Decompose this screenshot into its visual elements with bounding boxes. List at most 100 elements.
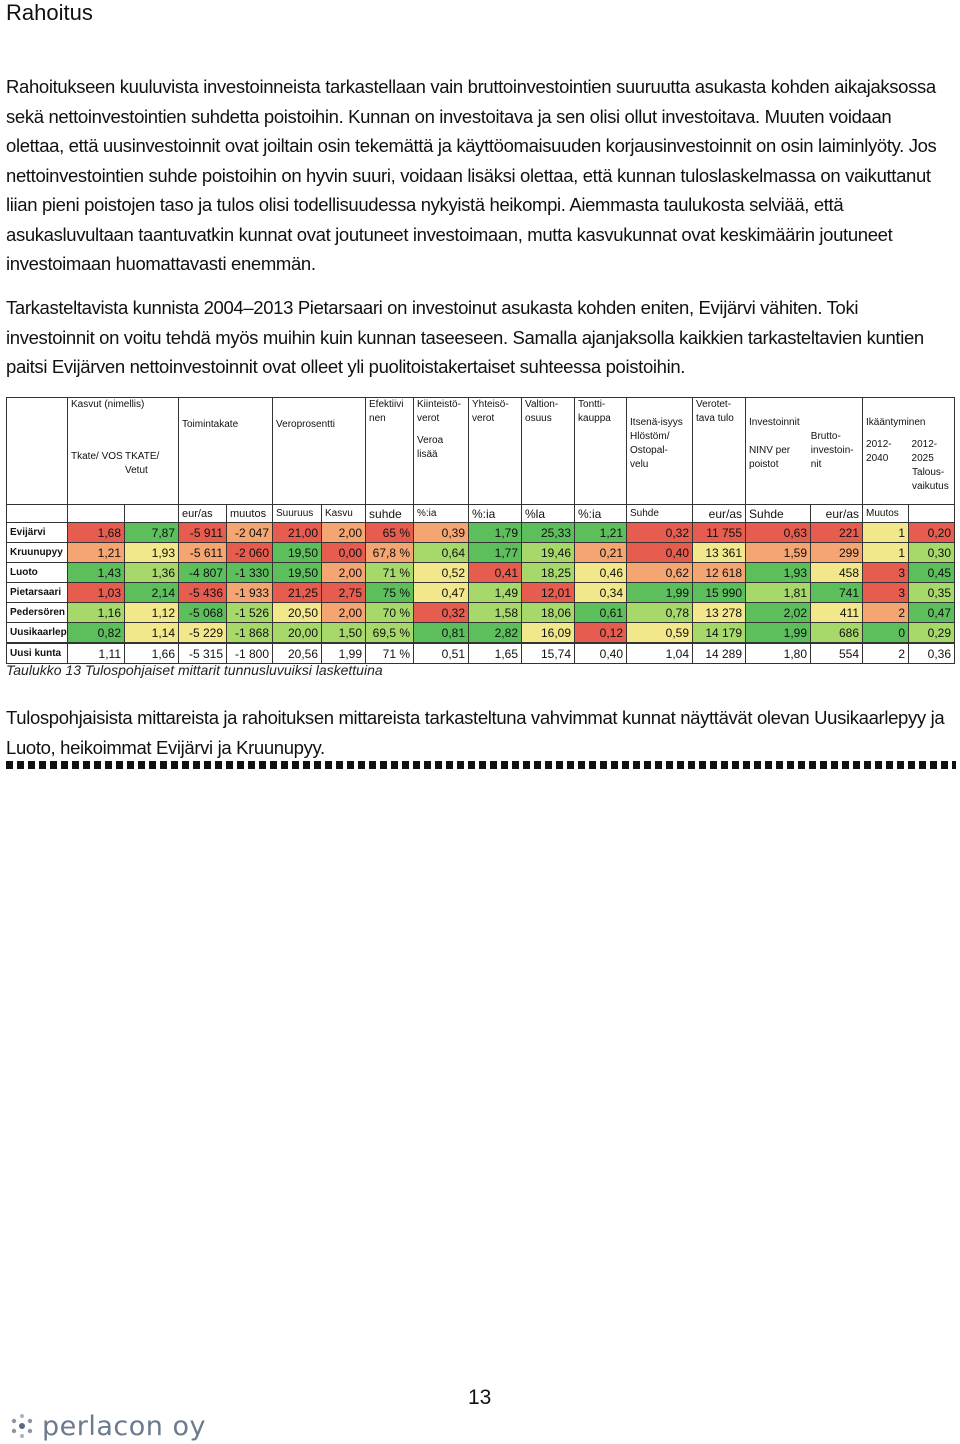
table-cell: 1,12 (124, 602, 179, 623)
paragraph-1: Rahoitukseen kuuluvista investoinneista … (6, 76, 937, 274)
header-toimintakate: Toimintakate (177, 397, 274, 505)
unit-cell (6, 504, 68, 523)
table-cell: 0,32 (626, 522, 694, 543)
unit-cell: eur/as (178, 504, 227, 523)
header-itsenaisyys: Itsenä-isyys Hlöstöm/ Ostopal-velu (626, 397, 694, 505)
table-cell: 0,59 (626, 622, 694, 644)
row-label: Pietarsaari (6, 582, 68, 603)
table-cell: 554 (810, 642, 864, 664)
table-cell: -1 330 (225, 562, 274, 583)
table-cell: 0,46 (574, 562, 628, 583)
table-cell: 71 % (365, 642, 415, 664)
header-yhteisoverot: Yhteisö-verot (468, 397, 523, 505)
table-cell: 2 (862, 642, 910, 664)
table-cell: 18,25 (521, 562, 576, 583)
table-cell: 0,00 (321, 542, 367, 563)
table-cell: 0,63 (745, 522, 812, 543)
table-cell: 0,62 (626, 562, 694, 583)
paragraph-2: Tarkasteltavista kunnista 2004–2013 Piet… (6, 297, 924, 377)
table-cell: 2 (862, 602, 910, 623)
table-cell: 19,46 (521, 542, 576, 563)
table-row: Pietarsaari 1,03 2,14 -5 436 -1 933 21,25 2,75… (6, 582, 956, 603)
unit-cell: muutos (225, 504, 274, 523)
header-valtionosuus: Valtion-osuus (521, 397, 576, 505)
table-cell: 12,01 (521, 582, 576, 603)
table-cell: 0,64 (413, 542, 470, 563)
table-cell: -5 315 (178, 642, 227, 664)
table-cell: 65 % (365, 522, 415, 543)
table-cell: 25,33 (521, 522, 576, 543)
table-cell: 1,11 (67, 642, 125, 664)
page-number: 13 (468, 1386, 492, 1409)
row-label: Uusi kunta (6, 642, 68, 664)
table-cell: 2,00 (321, 602, 367, 623)
table-cell: -2 060 (225, 542, 274, 563)
table-cell: 0,81 (413, 622, 470, 644)
table-cell: 0,12 (574, 622, 628, 644)
table-cell: 1,59 (745, 542, 812, 563)
table-row: Pedersören 1,16 1,12 -5 068 -1 526 20,50 2,00 7… (6, 602, 956, 623)
table-row: Uusi kunta 1,11 1,66 -5 315 -1 800 20,56 1,99 7… (6, 642, 956, 664)
table-cell: 1,81 (745, 582, 812, 603)
table-cell: 1,65 (468, 642, 523, 664)
table-cell: 69,5 % (365, 622, 415, 644)
unit-cell (908, 504, 956, 523)
table-cell: 2,00 (321, 562, 367, 583)
table-row: Uusikaarlep 0,82 1,14 -5 229 -1 868 20,00 1,50… (6, 622, 956, 644)
table-cell: -2 047 (225, 522, 274, 543)
unit-cell: %:ia (468, 504, 523, 523)
logo-text: perlacon oy (42, 1410, 206, 1442)
table-cell: 221 (810, 522, 864, 543)
table-cell: -5 068 (178, 602, 227, 623)
unit-cell: Suhde (626, 504, 694, 523)
table-cell: -5 436 (178, 582, 227, 603)
table-cell: 16,09 (521, 622, 576, 644)
table-cell: 0,20 (908, 522, 956, 543)
table-cell: 0,61 (574, 602, 628, 623)
table-cell: 1,58 (468, 602, 523, 623)
paragraph-3: Tulospohjaisista mittareista ja rahoituk… (6, 707, 945, 758)
table-cell: 1,99 (321, 642, 367, 664)
table-cell: 1,50 (321, 622, 367, 644)
unit-cell: Kasvu (321, 504, 367, 523)
table-cell: 1,68 (67, 522, 125, 543)
table-cell: -5 229 (178, 622, 227, 644)
table-body: Evijärvi 1,68 7,87 -5 911 -2 047 21,00 2,00 65 … (6, 522, 956, 664)
perlacon-logo-icon (11, 1414, 33, 1438)
table-cell: 0,34 (574, 582, 628, 603)
table-cell: -4 807 (178, 562, 227, 583)
page-title: Rahoitus (6, 0, 93, 25)
header-efektiivinen: Efektiivi nen (365, 397, 415, 505)
table-cell: 1,21 (67, 542, 125, 563)
table-row: Kruunupyy 1,21 1,93 -5 611 -2 060 19,50 0,00 67… (6, 542, 956, 563)
table-cell: -5 911 (178, 522, 227, 543)
unit-cell: Suuruus (272, 504, 323, 523)
table-cell: 14 289 (692, 642, 747, 664)
table-cell: 0,51 (413, 642, 470, 664)
table-cell: 2,82 (468, 622, 523, 644)
table-cell: 71 % (365, 562, 415, 583)
table-cell: 2,14 (124, 582, 179, 603)
table-cell: 1,49 (468, 582, 523, 603)
table-cell: 75 % (365, 582, 415, 603)
table-cell: 19,50 (272, 562, 323, 583)
table-cell: 2,75 (321, 582, 367, 603)
header-row-label (6, 397, 68, 505)
header-verotettava-tulo: Verotet-tava tulo (692, 397, 747, 505)
table-cell: 0,40 (626, 542, 694, 563)
header-kiinteistoverot: Kiinteistö-verot Veroa lisää (413, 397, 470, 505)
table-cell: 411 (810, 602, 864, 623)
table-cell: 0,30 (908, 542, 956, 563)
table-cell: 20,50 (272, 602, 323, 623)
table-cell: 21,00 (272, 522, 323, 543)
table-cell: 0,32 (413, 602, 470, 623)
header-investoinnit: Investoinnit NINV per poistot Brutto-inv… (745, 397, 864, 505)
row-label: Evijärvi (6, 522, 68, 543)
table-cell: 1,43 (67, 562, 125, 583)
table-cell: 0,41 (468, 562, 523, 583)
company-logo: perlacon oy (8, 1410, 206, 1442)
unit-cell: eur/as (810, 504, 864, 523)
header-ikaantyminen: Ikääntyminen 2012- 2040 2012- 2025 Talou… (862, 397, 956, 505)
table-cell: 1,36 (124, 562, 179, 583)
table-cell: 0,39 (413, 522, 470, 543)
